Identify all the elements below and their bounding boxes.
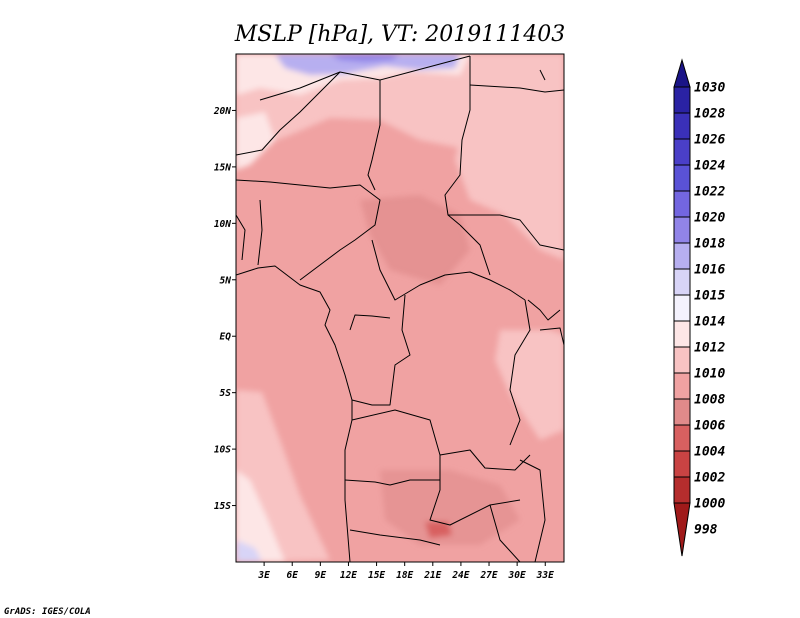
colorbar-swatch xyxy=(673,86,691,114)
colorbar-swatch xyxy=(673,476,691,504)
colorbar-swatch xyxy=(673,112,691,140)
colorbar-label: 1000 xyxy=(694,497,725,512)
colorbar-swatch xyxy=(673,242,691,270)
x-tick-label: 6E xyxy=(287,570,299,581)
y-tick-label: EQ xyxy=(220,332,232,343)
colorbar-label: 1002 xyxy=(694,471,725,486)
x-tick-label: 27E xyxy=(479,570,497,581)
colorbar-label: 1012 xyxy=(694,341,725,356)
x-tick-label: 3E xyxy=(257,570,270,581)
colorbar-label: 998 xyxy=(694,523,718,538)
x-tick-label: 24E xyxy=(451,570,469,581)
colorbar-swatch xyxy=(673,190,691,218)
colorbar-swatch xyxy=(673,424,691,452)
y-tick-label: 10S xyxy=(214,445,231,456)
x-axis: 3E 6E 9E 12E 15E 18E 21E 24E 27E 30E 33E xyxy=(257,562,554,581)
colorbar-label: 1006 xyxy=(694,419,725,434)
y-tick-label: 15S xyxy=(214,501,231,512)
colorbar-label: 1004 xyxy=(694,445,725,460)
colorbar-label: 1028 xyxy=(694,107,725,122)
colorbar-swatch xyxy=(673,138,691,166)
colorbar-label: 1026 xyxy=(694,133,725,148)
credit-label: GrADS: IGES/COLA xyxy=(4,607,91,617)
y-axis: 20N 15N 10N 5N EQ 5S 10S 15S xyxy=(213,106,236,512)
colorbar-label: 1022 xyxy=(694,185,725,200)
colorbar-label: 1030 xyxy=(694,81,725,96)
colorbar-swatch xyxy=(673,372,691,400)
colorbar-swatch xyxy=(673,164,691,192)
x-tick-label: 30E xyxy=(508,570,526,581)
colorbar-label: 1015 xyxy=(694,289,725,304)
colorbar-swatch xyxy=(673,216,691,244)
y-tick-label: 15N xyxy=(214,162,231,173)
colorbar-swatch xyxy=(673,268,691,296)
pressure-field xyxy=(236,54,564,562)
colorbar-swatch xyxy=(673,450,691,478)
chart-title: MSLP [hPa], VT: 2019111403 xyxy=(234,22,565,47)
colorbar-swatch xyxy=(673,294,691,322)
colorbar: 1030 1028 1026 1024 1022 1020 1018 1016 1015 1014… xyxy=(673,58,725,557)
colorbar-label: 1010 xyxy=(694,367,725,382)
x-tick-label: 15E xyxy=(368,570,385,581)
colorbar-swatch xyxy=(673,320,691,348)
y-tick-label: 5S xyxy=(220,388,232,399)
colorbar-label: 1018 xyxy=(694,237,725,252)
y-tick-label: 5N xyxy=(220,275,232,286)
x-tick-label: 33E xyxy=(536,570,554,581)
colorbar-swatch xyxy=(673,346,691,374)
y-tick-label: 20N xyxy=(213,106,231,117)
plot-frame xyxy=(235,53,565,563)
x-tick-label: 9E xyxy=(315,570,327,581)
colorbar-label: 1024 xyxy=(694,159,725,174)
colorbar-label: 1016 xyxy=(694,263,725,278)
colorbar-swatch xyxy=(673,398,691,426)
colorbar-lower-arrow xyxy=(673,502,691,557)
colorbar-label: 1008 xyxy=(694,393,725,408)
x-tick-label: 21E xyxy=(423,570,441,581)
map-boundaries xyxy=(236,55,564,562)
x-tick-label: 18E xyxy=(396,570,413,581)
colorbar-upper-arrow xyxy=(673,58,691,88)
colorbar-label: 1014 xyxy=(694,315,725,330)
colorbar-label: 1020 xyxy=(694,211,725,226)
y-tick-label: 10N xyxy=(214,219,231,230)
x-tick-label: 12E xyxy=(340,570,357,581)
